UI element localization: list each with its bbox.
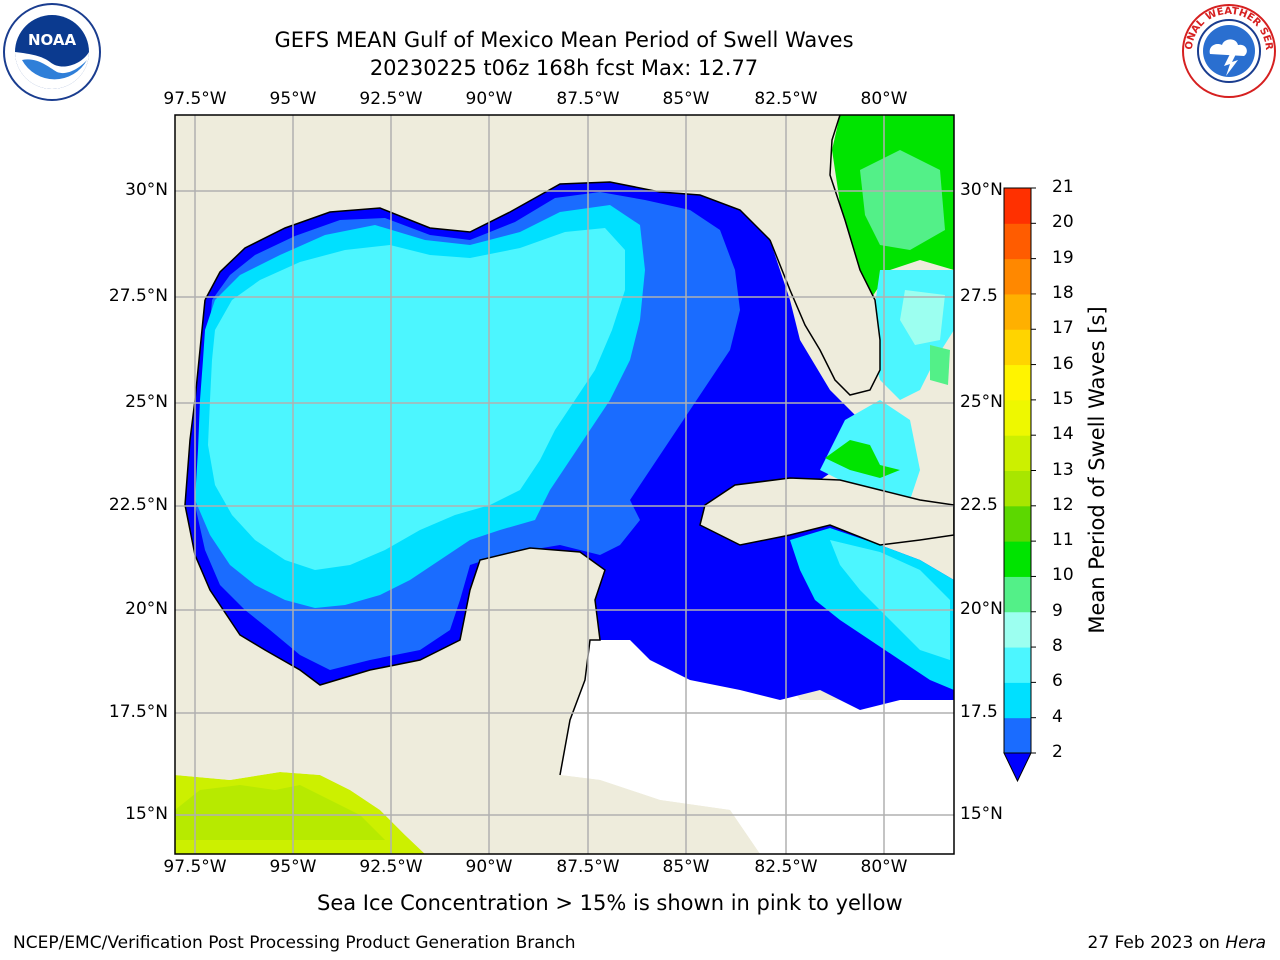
colorbar-tick-label: 16: [1052, 353, 1074, 374]
colorbar-tick-label: 21: [1052, 177, 1074, 197]
colorbar-segment: [1004, 576, 1031, 613]
lat-label-left: 25°N: [125, 392, 168, 412]
colorbar-segment: [1004, 293, 1031, 330]
colorbar-extend-arrow: [1003, 752, 1032, 783]
colorbar-segment: [1004, 717, 1031, 754]
colorbar-tick-label: 8: [1052, 636, 1063, 657]
lat-label-right: 20°N: [960, 599, 1003, 619]
colorbar-segment: [1004, 611, 1031, 648]
colorbar-segment: [1004, 435, 1031, 471]
colorbar-tick-label: 9: [1052, 600, 1063, 621]
colorbar-segment: [1004, 470, 1031, 507]
footer-credit: NCEP/EMC/Verification Post Processing Pr…: [13, 933, 576, 953]
lat-label-left: 22.5°N: [108, 495, 168, 515]
lat-label-right: 22.5: [960, 495, 998, 515]
footer-host: Hera: [1225, 933, 1266, 953]
lon-label-bottom: 82.5°W: [754, 857, 818, 877]
lon-label-top: 90°W: [465, 89, 513, 109]
sea-ice-note: Sea Ice Concentration > 15% is shown in …: [317, 891, 903, 915]
lat-label-right: 27.5: [960, 286, 998, 306]
lat-label-right: 30°N: [960, 180, 1003, 200]
florida-coast: [769, 115, 881, 396]
lon-label-bottom: 87.5°W: [556, 857, 620, 877]
footer-date: 27 Feb 2023 on Hera: [1088, 933, 1266, 953]
lat-label-right: 15°N: [960, 804, 1003, 824]
colorbar-segment: [1004, 258, 1031, 295]
lat-label-right: 25°N: [960, 392, 1003, 412]
lon-label-top: 85°W: [662, 89, 710, 109]
graticule: [175, 115, 954, 854]
no-data-area: [560, 640, 954, 854]
colorbar-label: Mean Period of Swell Waves [s]: [1085, 306, 1109, 634]
lon-label-bottom: 95°W: [269, 857, 317, 877]
map-frame: [174, 114, 955, 855]
colorbar-tick-label: 20: [1052, 212, 1074, 233]
lat-label-left: 30°N: [125, 180, 168, 200]
colorbar-tick-label: 12: [1052, 494, 1074, 515]
lon-label-bottom: 97.5°W: [163, 857, 227, 877]
swell-caribbean-light: [830, 540, 950, 660]
colorbar-tick-label: 4: [1052, 706, 1063, 727]
colorbar-segment: [1004, 188, 1031, 224]
colorbar-scale: [1003, 187, 1036, 783]
colorbar-tick-label: 19: [1052, 247, 1074, 268]
colorbar-tick-label: 2: [1052, 742, 1063, 762]
lon-label-top: 87.5°W: [556, 89, 620, 109]
gulf-west-south-coast: [184, 299, 606, 776]
swell-12s-pacific: [175, 785, 385, 840]
colorbar-segment: [1004, 223, 1031, 260]
colorbar-segment: [1004, 364, 1031, 401]
coastline-land: [175, 115, 880, 854]
map-field: [175, 115, 954, 854]
colorbar-tick-label: 14: [1052, 424, 1074, 445]
colorbar-tick-label: 11: [1052, 530, 1074, 551]
footer-date-text: 27 Feb 2023 on: [1087, 933, 1226, 953]
cuba-land: [699, 477, 954, 546]
lon-label-top: 97.5°W: [163, 89, 227, 109]
lon-label-bottom: 85°W: [662, 857, 710, 877]
swell-atlantic-green-patch: [930, 345, 950, 385]
lat-label-right: 17.5: [960, 702, 998, 722]
nws-logo: NATIONAL WEATHER SERVICE: [1180, 2, 1276, 98]
colorbar-segment: [1004, 399, 1031, 436]
lon-label-top: 82.5°W: [754, 89, 818, 109]
lon-label-bottom: 80°W: [860, 857, 908, 877]
lat-label-left: 17.5°N: [108, 702, 168, 722]
chart-subtitle: 20230225 t06z 168h fcst Max: 12.77: [369, 56, 759, 80]
colorbar-segment: [1004, 682, 1031, 719]
lat-label-left: 15°N: [125, 804, 168, 824]
swell-straits-green: [825, 440, 900, 478]
swell-9s-atlantic: [900, 290, 945, 345]
lon-label-top: 80°W: [860, 89, 908, 109]
noaa-logo-text: NOAA: [28, 31, 77, 49]
lat-label-left: 27.5°N: [108, 286, 168, 306]
lat-label-left: 20°N: [125, 599, 168, 619]
swell-10s-region: [860, 150, 945, 250]
colorbar-tick-label: 15: [1052, 388, 1074, 409]
noaa-logo: NOAA: [3, 3, 101, 101]
colorbar-segment: [1004, 647, 1031, 683]
swell-8s-band: [208, 228, 625, 570]
lon-label-bottom: 92.5°W: [359, 857, 423, 877]
chart-title: GEFS MEAN Gulf of Mexico Mean Period of …: [274, 28, 854, 52]
colorbar-tick-label: 17: [1052, 318, 1074, 339]
colorbar-segment: [1004, 505, 1031, 542]
colorbar-segment: [1004, 329, 1031, 366]
colorbar-tick-label: 6: [1052, 671, 1063, 692]
colorbar-tick-label: 13: [1052, 459, 1074, 480]
lon-label-bottom: 90°W: [465, 857, 513, 877]
colorbar-tick-label: 18: [1052, 282, 1074, 303]
lon-label-top: 92.5°W: [359, 89, 423, 109]
lon-label-top: 95°W: [269, 89, 317, 109]
colorbar-tick-label: 10: [1052, 565, 1074, 586]
colorbar-segment: [1004, 541, 1031, 577]
